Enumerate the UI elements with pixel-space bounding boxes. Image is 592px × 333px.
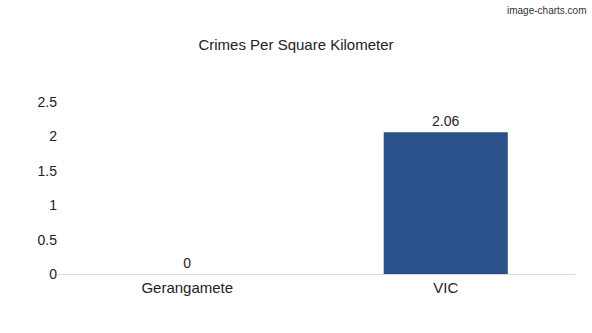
svg-text:2.06: 2.06	[432, 113, 459, 129]
svg-text:0: 0	[183, 255, 191, 271]
svg-text:Gerangamete: Gerangamete	[141, 279, 233, 296]
svg-text:1: 1	[49, 197, 57, 213]
svg-text:0.5: 0.5	[38, 232, 58, 248]
svg-text:1.5: 1.5	[38, 163, 58, 179]
svg-text:0: 0	[49, 266, 57, 282]
svg-text:2.5: 2.5	[38, 94, 58, 110]
svg-text:Crimes Per Square Kilometer: Crimes Per Square Kilometer	[198, 36, 393, 53]
svg-text:VIC: VIC	[433, 279, 458, 296]
svg-text:image-charts.com: image-charts.com	[507, 5, 586, 16]
svg-text:2: 2	[49, 128, 57, 144]
